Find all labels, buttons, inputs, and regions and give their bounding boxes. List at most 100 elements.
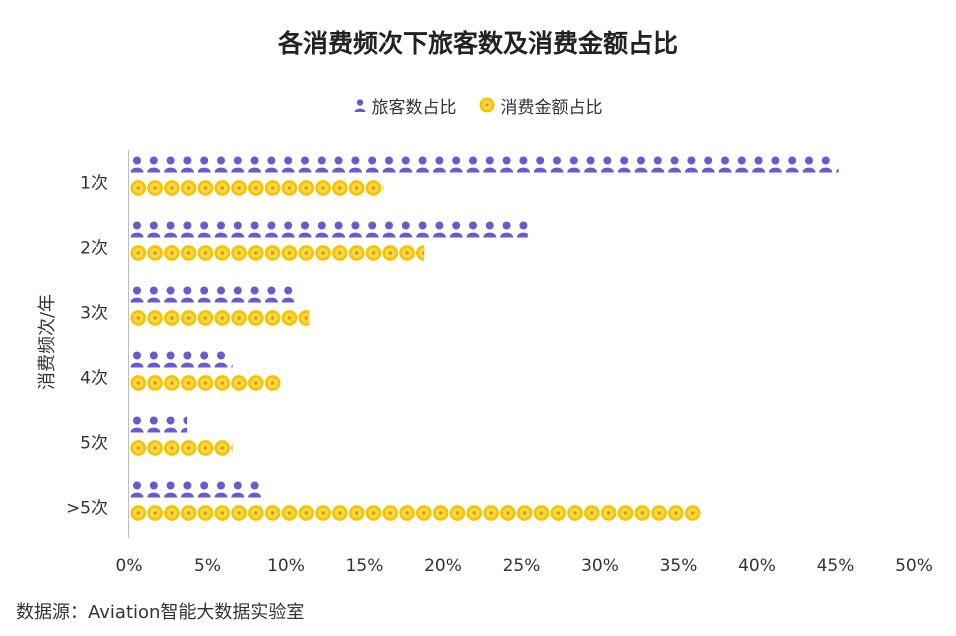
coin-icon bbox=[130, 245, 147, 261]
person-icon bbox=[180, 351, 194, 368]
person-icon bbox=[281, 221, 295, 238]
coin-icon bbox=[365, 245, 382, 261]
bar-spending-share[interactable] bbox=[130, 180, 414, 196]
coin-icon bbox=[130, 180, 147, 196]
bar-passenger-share[interactable] bbox=[130, 351, 262, 368]
bar-passenger-share[interactable] bbox=[130, 156, 866, 173]
person-icon bbox=[164, 416, 178, 433]
person-icon bbox=[768, 156, 782, 173]
person-icon bbox=[718, 156, 732, 173]
bar-passenger-share[interactable] bbox=[130, 481, 278, 498]
bar-spending-share[interactable] bbox=[130, 440, 263, 456]
coin-icon bbox=[315, 180, 331, 196]
coin-icon bbox=[231, 180, 247, 196]
person-icon bbox=[315, 221, 329, 238]
coin-icon bbox=[264, 310, 281, 326]
coin-icon bbox=[130, 440, 147, 456]
chart-title: 各消费频次下旅客数及消费金额占比 bbox=[277, 29, 678, 58]
coin-icon bbox=[348, 245, 365, 261]
bar-spending-share[interactable] bbox=[130, 245, 448, 261]
coin-icon bbox=[365, 505, 382, 521]
person-icon bbox=[483, 156, 497, 173]
coin-icon bbox=[550, 505, 567, 521]
person-icon bbox=[281, 156, 295, 173]
coin-icon bbox=[180, 375, 197, 391]
coin-icon bbox=[164, 180, 180, 196]
person-icon bbox=[785, 156, 799, 173]
person-icon bbox=[214, 481, 228, 498]
coin-icon bbox=[282, 375, 298, 391]
y-category-label: 5次 bbox=[80, 434, 108, 454]
bar-passenger-share[interactable] bbox=[130, 221, 547, 238]
x-tick-label: 0% bbox=[116, 556, 143, 576]
coin-icon bbox=[164, 310, 180, 326]
person-icon bbox=[500, 156, 514, 173]
x-tick-label: 15% bbox=[346, 556, 384, 576]
person-icon bbox=[651, 156, 665, 173]
coin-icon bbox=[416, 245, 425, 261]
person-icon bbox=[332, 156, 346, 173]
legend-item-passengers[interactable]: 旅客数占比 bbox=[354, 93, 457, 118]
coin-icon bbox=[399, 180, 415, 196]
coin-icon bbox=[399, 505, 415, 521]
person-icon bbox=[466, 156, 480, 173]
y-category-label: >5次 bbox=[66, 499, 108, 519]
person-icon bbox=[432, 221, 446, 238]
coin-icon bbox=[147, 180, 163, 196]
coin-icon bbox=[214, 375, 231, 391]
person-icon bbox=[299, 287, 312, 303]
person-icon bbox=[348, 156, 362, 173]
bar-passenger-share[interactable] bbox=[130, 286, 312, 303]
y-category-label: 4次 bbox=[80, 369, 108, 389]
person-icon bbox=[180, 286, 194, 303]
person-icon bbox=[298, 221, 312, 238]
coin-icon bbox=[231, 375, 247, 391]
coin-icon bbox=[483, 505, 499, 521]
person-icon bbox=[264, 286, 278, 303]
coin-icon bbox=[298, 310, 310, 326]
person-icon bbox=[214, 156, 228, 173]
person-icon bbox=[231, 221, 245, 238]
coin-icon bbox=[617, 505, 634, 521]
legend-item-spending[interactable]: 消费金额占比 bbox=[479, 93, 603, 118]
person-icon bbox=[500, 221, 514, 238]
person-icon bbox=[365, 156, 379, 173]
person-icon bbox=[164, 286, 178, 303]
coin-icon bbox=[281, 505, 298, 521]
x-tick-label: 25% bbox=[503, 556, 541, 576]
coin-icon bbox=[231, 310, 247, 326]
coin-icon bbox=[264, 375, 281, 391]
bar-spending-share[interactable] bbox=[130, 375, 314, 391]
coin-icon bbox=[298, 245, 315, 261]
person-icon bbox=[315, 156, 329, 173]
coin-icon bbox=[147, 245, 163, 261]
coin-icon bbox=[668, 505, 684, 521]
bar-passenger-share[interactable] bbox=[130, 416, 211, 433]
person-icon bbox=[248, 481, 261, 498]
bar-spending-share[interactable] bbox=[130, 310, 330, 326]
coin-icon bbox=[180, 245, 197, 261]
coin-icon bbox=[130, 375, 147, 391]
coin-icon bbox=[164, 505, 180, 521]
person-icon bbox=[231, 351, 233, 368]
person-icon bbox=[516, 221, 528, 238]
coin-icon bbox=[214, 180, 231, 196]
person-icon bbox=[264, 156, 278, 173]
coin-icon bbox=[634, 505, 651, 521]
coin-icon bbox=[264, 245, 281, 261]
data-source: 数据源：Aviation智能大数据实验室 bbox=[16, 602, 305, 623]
person-icon bbox=[701, 156, 715, 173]
bar-spending-share[interactable] bbox=[130, 505, 734, 521]
person-icon bbox=[130, 286, 144, 303]
coin-icon bbox=[433, 245, 449, 261]
coin-icon bbox=[130, 310, 147, 326]
person-icon bbox=[634, 156, 648, 173]
person-icon bbox=[180, 221, 194, 238]
person-icon bbox=[147, 156, 161, 173]
coin-icon bbox=[180, 180, 197, 196]
coin-icon bbox=[214, 505, 231, 521]
coin-icon bbox=[197, 245, 214, 261]
legend-label-spending: 消费金额占比 bbox=[500, 97, 603, 118]
person-icon bbox=[164, 156, 178, 173]
person-icon bbox=[265, 482, 278, 498]
